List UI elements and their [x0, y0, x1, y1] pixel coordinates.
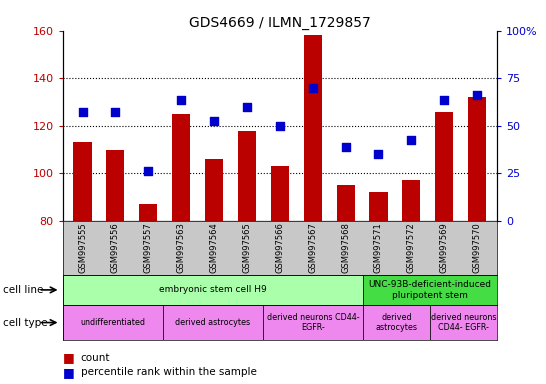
- Bar: [370, 192, 388, 221]
- Point: [374, 151, 383, 157]
- Bar: [468, 97, 486, 221]
- Bar: [271, 166, 289, 221]
- Text: derived astrocytes: derived astrocytes: [175, 318, 251, 327]
- Text: GSM997555: GSM997555: [78, 222, 87, 273]
- Bar: [363, 305, 430, 340]
- Bar: [172, 114, 190, 221]
- Text: GSM997557: GSM997557: [144, 222, 153, 273]
- Text: GSM997568: GSM997568: [341, 222, 350, 273]
- Text: GSM997571: GSM997571: [374, 222, 383, 273]
- Point: [440, 96, 449, 103]
- Bar: [205, 159, 223, 221]
- Text: GSM997572: GSM997572: [407, 222, 416, 273]
- Text: derived neurons CD44-
EGFR-: derived neurons CD44- EGFR-: [267, 313, 359, 332]
- Bar: [363, 275, 497, 305]
- Point: [308, 85, 317, 91]
- Bar: [63, 275, 363, 305]
- Text: ■: ■: [63, 366, 75, 379]
- Text: GSM997569: GSM997569: [440, 222, 449, 273]
- Text: embryonic stem cell H9: embryonic stem cell H9: [159, 285, 267, 295]
- Text: undifferentiated: undifferentiated: [80, 318, 145, 327]
- Bar: [163, 305, 263, 340]
- Text: derived neurons
CD44- EGFR-: derived neurons CD44- EGFR-: [431, 313, 496, 332]
- Point: [111, 108, 120, 114]
- Point: [341, 144, 350, 150]
- Text: GSM997565: GSM997565: [242, 222, 252, 273]
- Bar: [263, 305, 363, 340]
- Text: GSM997570: GSM997570: [473, 222, 482, 273]
- Bar: [336, 185, 355, 221]
- Point: [242, 104, 251, 110]
- Bar: [63, 305, 163, 340]
- Text: GSM997566: GSM997566: [275, 222, 284, 273]
- Bar: [304, 35, 322, 221]
- Bar: [430, 305, 497, 340]
- Point: [177, 96, 186, 103]
- Text: ■: ■: [63, 351, 75, 364]
- Title: GDS4669 / ILMN_1729857: GDS4669 / ILMN_1729857: [189, 16, 371, 30]
- Bar: [435, 111, 453, 221]
- Text: GSM997564: GSM997564: [210, 222, 218, 273]
- Point: [78, 108, 87, 114]
- Text: count: count: [81, 353, 110, 363]
- Point: [144, 168, 153, 174]
- Bar: [139, 204, 157, 221]
- Text: percentile rank within the sample: percentile rank within the sample: [81, 367, 257, 377]
- Point: [473, 92, 482, 98]
- Bar: [106, 149, 124, 221]
- Text: GSM997567: GSM997567: [308, 222, 317, 273]
- Point: [276, 123, 284, 129]
- Text: derived
astrocytes: derived astrocytes: [376, 313, 418, 332]
- Bar: [74, 142, 92, 221]
- Text: GSM997563: GSM997563: [177, 222, 186, 273]
- Text: cell type: cell type: [3, 318, 48, 328]
- Text: cell line: cell line: [3, 285, 43, 295]
- Bar: [238, 131, 256, 221]
- Text: UNC-93B-deficient-induced
pluripotent stem: UNC-93B-deficient-induced pluripotent st…: [369, 280, 491, 300]
- Bar: [402, 180, 420, 221]
- Point: [407, 137, 416, 143]
- Point: [210, 118, 218, 124]
- Text: GSM997556: GSM997556: [111, 222, 120, 273]
